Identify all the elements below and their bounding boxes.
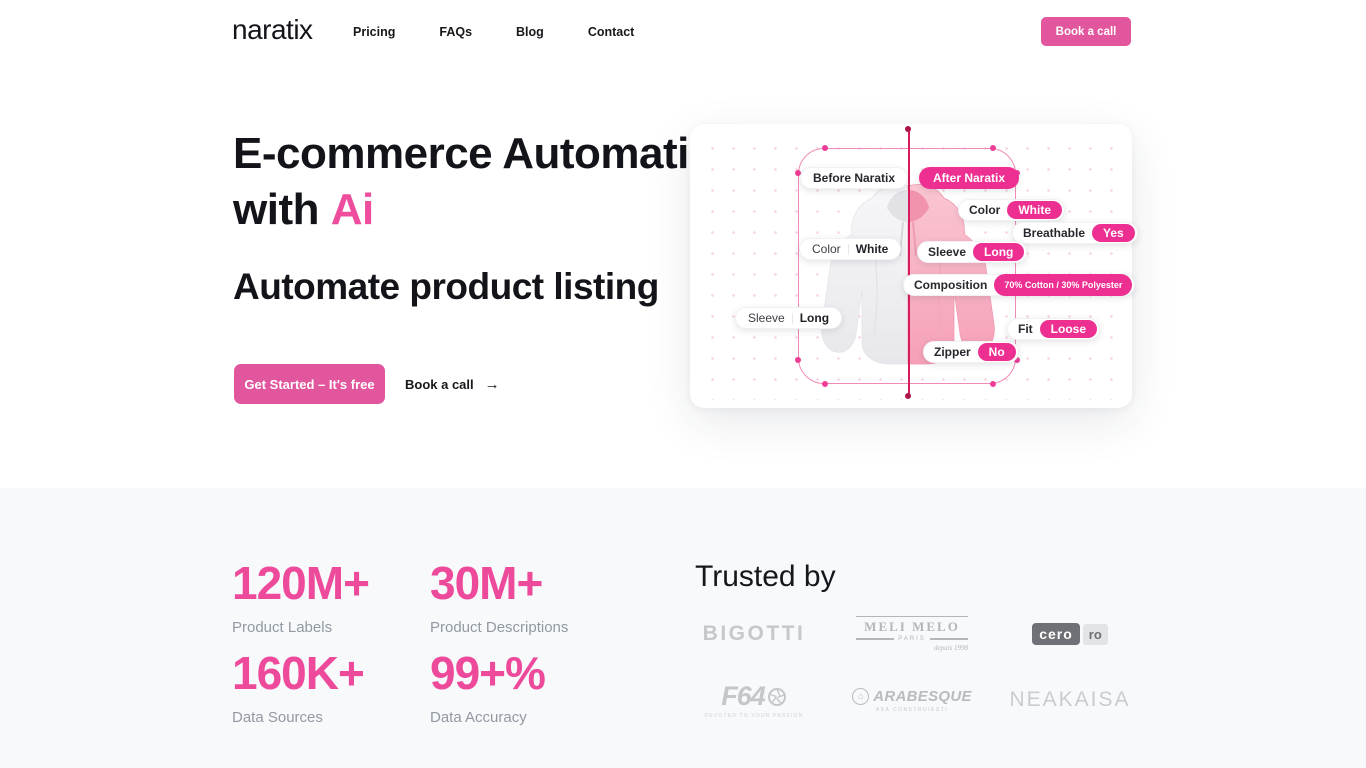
stat-label: Product Descriptions: [430, 619, 569, 636]
arrow-right-icon: →: [484, 376, 500, 393]
tag-label: Zipper: [934, 345, 971, 359]
f64-tagline: DEVOTED TO YOUR PASSION: [704, 713, 804, 719]
logo-bigotti: BIGOTTI: [698, 608, 810, 660]
tag-zipper: Zipper No: [923, 341, 1019, 363]
tag-value: White: [855, 242, 889, 256]
logo-neakaisa: NEAKAISA: [1009, 674, 1128, 726]
stat-data-accuracy: 99+% Data Accuracy: [430, 646, 625, 726]
stats-section: [0, 488, 1366, 768]
f64-wordmark: F64: [721, 681, 766, 711]
tag-color-after: Color White: [958, 199, 1066, 221]
logo-f64: F64 DEVOTED TO YOUR PASSION: [698, 674, 810, 726]
corner-dot: [795, 357, 801, 363]
corner-dot: [822, 145, 828, 151]
hero-title-accent: Ai: [330, 185, 375, 234]
trusted-logos: BIGOTTI MELI MELO PARIS depuis 1998 cero…: [698, 608, 1129, 726]
stat-value: 99+%: [430, 647, 546, 699]
tag-value: No: [977, 343, 1016, 361]
tag-sleeve-before: Sleeve Long: [735, 307, 843, 329]
tag-separator: [791, 312, 793, 324]
book-call-button[interactable]: Book a call: [1041, 17, 1131, 46]
hero-title: E-commerce Automation with Ai: [233, 126, 742, 238]
tag-sleeve-after: Sleeve Long: [917, 241, 1028, 263]
hero-title-line2: with: [233, 185, 319, 234]
hero-subtitle: Automate product listing: [233, 266, 659, 307]
tag-label: Sleeve: [928, 245, 967, 259]
house-icon: ⌂: [852, 687, 870, 705]
tag-composition: Composition 70% Cotton / 30% Polyester: [903, 274, 1136, 296]
tag-before-naratix: Before Naratix: [800, 167, 909, 189]
tag-value: Yes: [1092, 224, 1135, 242]
tag-value: 70% Cotton / 30% Polyester: [994, 274, 1133, 296]
brand-logo[interactable]: naratix: [232, 14, 313, 45]
cero-badge: cero: [1032, 623, 1080, 645]
nav-item-contact[interactable]: Contact: [587, 25, 635, 39]
stat-label: Product Labels: [232, 619, 333, 636]
divider-line: [908, 129, 910, 396]
tag-color-before: Color White: [799, 238, 902, 260]
line-end-dot: [905, 126, 911, 132]
hero-title-line1: E-commerce Automation: [233, 129, 742, 178]
product-demo-card: Before Naratix After Naratix Color White…: [690, 124, 1138, 408]
corner-dot: [822, 381, 828, 387]
tag-separator: [847, 243, 849, 255]
tag-label: Color: [812, 242, 841, 256]
corner-dot: [1014, 357, 1020, 363]
stat-product-descriptions: 30M+ Product Descriptions: [430, 556, 625, 636]
nav-item-faqs[interactable]: FAQs: [439, 25, 473, 39]
stat-value: 160K+: [232, 647, 365, 699]
stat-value: 120M+: [232, 557, 370, 609]
tag-label: Breathable: [1023, 226, 1086, 240]
trusted-by-title: Trusted by: [695, 560, 836, 593]
logo-meli-melo: MELI MELO PARIS depuis 1998: [856, 608, 968, 660]
neakaisa-wordmark: NEAKAISA: [1009, 688, 1131, 711]
book-call-link-label: Book a call: [405, 377, 474, 392]
stat-value: 30M+: [430, 557, 543, 609]
bigotti-wordmark: BIGOTTI: [702, 622, 806, 645]
tag-value: White: [1007, 201, 1063, 219]
tag-label: Color: [969, 203, 1001, 217]
stat-label: Data Sources: [232, 709, 323, 726]
tag-fit: Fit Loose: [1007, 318, 1101, 340]
corner-dot: [795, 170, 801, 176]
stat-data-sources: 160K+ Data Sources: [232, 646, 427, 726]
corner-dot: [990, 381, 996, 387]
tag-label: Sleeve: [748, 311, 785, 325]
arabesque-tagline: ASA CONSTRUIESTI: [875, 706, 949, 713]
nav-item-pricing[interactable]: Pricing: [353, 25, 396, 39]
logo-arabesque: ⌂ ARABESQUE ASA CONSTRUIESTI: [852, 674, 971, 726]
book-call-link[interactable]: Book a call →: [405, 376, 500, 393]
stat-product-labels: 120M+ Product Labels: [232, 556, 427, 636]
tag-label: Fit: [1018, 322, 1033, 336]
tag-value: Long: [973, 243, 1025, 261]
tag-label: Composition: [914, 278, 988, 292]
tag-value: Long: [799, 311, 830, 325]
logo-cero-ro: cero ro: [1014, 608, 1126, 660]
aperture-icon: [767, 687, 786, 706]
nav-item-blog[interactable]: Blog: [516, 25, 544, 39]
meli-melo-wordmark: MELI MELO: [856, 616, 968, 635]
cero-ro-badge: ro: [1082, 623, 1108, 645]
stat-label: Data Accuracy: [430, 709, 527, 726]
meli-melo-paris: PARIS: [898, 636, 926, 642]
arabesque-wordmark: ARABESQUE: [873, 687, 972, 705]
line-end-dot: [905, 393, 911, 399]
main-nav: Pricing FAQs Blog Contact: [353, 25, 634, 39]
get-started-button[interactable]: Get Started – It's free: [234, 364, 385, 404]
corner-dot: [990, 145, 996, 151]
tag-after-naratix: After Naratix: [919, 167, 1020, 189]
meli-melo-depuis: depuis 1998: [933, 644, 968, 652]
tag-breathable: Breathable Yes: [1012, 222, 1138, 244]
annotation-frame: [798, 148, 1016, 384]
tag-value: Loose: [1039, 320, 1098, 338]
